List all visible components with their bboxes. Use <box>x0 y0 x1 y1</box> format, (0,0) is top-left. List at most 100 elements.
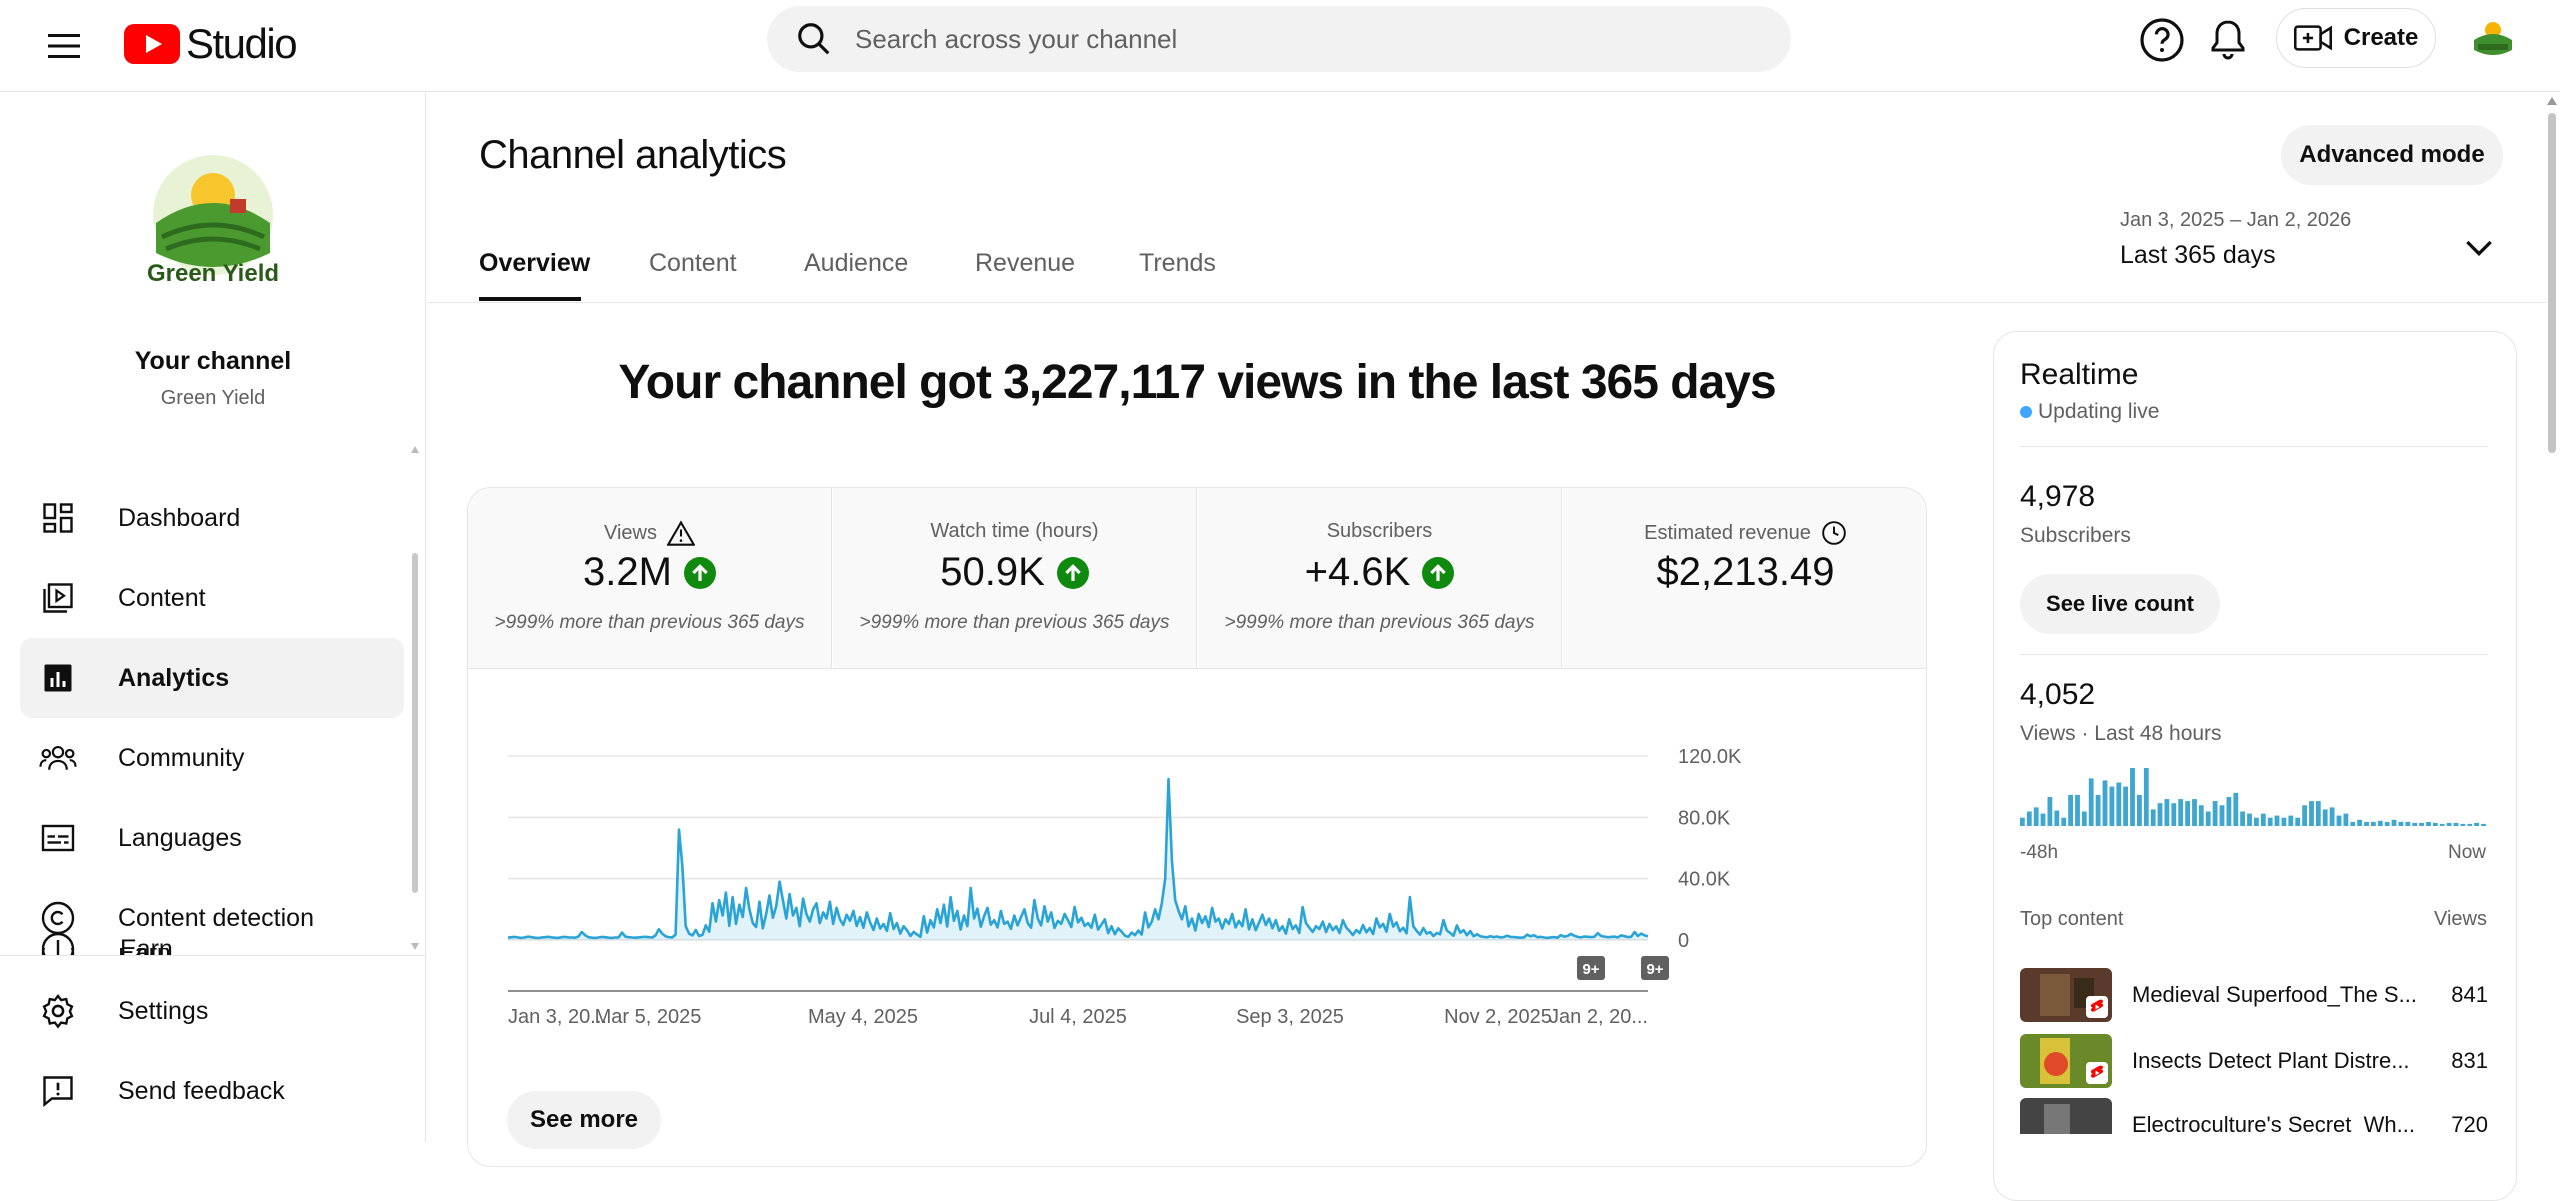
help-icon[interactable] <box>2138 16 2186 64</box>
realtime-bar[interactable] <box>2081 811 2087 827</box>
realtime-bar[interactable] <box>2274 815 2280 826</box>
realtime-bar[interactable] <box>2288 815 2294 826</box>
realtime-bar[interactable] <box>2205 811 2211 827</box>
realtime-bar[interactable] <box>2123 786 2128 826</box>
realtime-bar[interactable] <box>2412 822 2418 826</box>
metric-watch-time[interactable]: Watch time (hours) 50.9K >999% more than… <box>833 488 1197 668</box>
realtime-bar[interactable] <box>2315 801 2321 826</box>
realtime-bar[interactable] <box>2198 805 2204 826</box>
realtime-bar[interactable] <box>2254 817 2259 826</box>
top-content-item[interactable]: Electroculture's Secret_Wh... 720 <box>2020 1098 2488 1134</box>
views-chart[interactable]: 0 40.0K 80.0K 120.0K Jan 3, 20...Mar 5, 2025… <box>468 488 1927 1167</box>
realtime-bar[interactable] <box>2088 778 2094 826</box>
realtime-bar[interactable] <box>2467 823 2473 826</box>
annotation-badge[interactable]: 9+ <box>1577 956 1605 980</box>
realtime-bar[interactable] <box>2054 810 2060 827</box>
realtime-bar[interactable] <box>2391 819 2397 826</box>
realtime-bar[interactable] <box>2233 792 2239 826</box>
realtime-bar[interactable] <box>2357 819 2362 826</box>
realtime-bar[interactable] <box>2309 801 2314 826</box>
clock-icon[interactable] <box>1821 520 1847 546</box>
realtime-bar[interactable] <box>2068 794 2073 826</box>
realtime-bar[interactable] <box>2109 786 2115 826</box>
realtime-bar[interactable] <box>2453 822 2459 826</box>
realtime-bar[interactable] <box>2481 823 2486 826</box>
metric-views[interactable]: Views 3.2M >999% more than previous 365 … <box>468 488 832 668</box>
annotation-badge[interactable]: 9+ <box>1641 956 1669 980</box>
realtime-bar[interactable] <box>2212 801 2218 826</box>
sidebar-item-content-detection[interactable]: Content detection <box>20 878 404 958</box>
realtime-bar[interactable] <box>2192 799 2197 826</box>
create-button[interactable]: Create <box>2276 8 2436 68</box>
realtime-bar[interactable] <box>2020 817 2025 826</box>
realtime-bar[interactable] <box>2336 815 2342 826</box>
realtime-bar[interactable] <box>2322 809 2328 826</box>
realtime-bar-chart[interactable] <box>2020 762 2488 826</box>
realtime-bar[interactable] <box>2226 797 2232 826</box>
sidebar-item-dashboard[interactable]: Dashboard <box>20 478 404 558</box>
realtime-bar[interactable] <box>2343 813 2349 826</box>
realtime-bar[interactable] <box>2150 809 2156 826</box>
search-icon[interactable] <box>795 20 833 58</box>
studio-logo[interactable]: Studio <box>124 14 298 74</box>
sidebar-item-languages[interactable]: Languages <box>20 798 404 878</box>
realtime-bar[interactable] <box>2247 813 2252 826</box>
realtime-bar[interactable] <box>2033 807 2039 826</box>
realtime-bar[interactable] <box>2302 805 2307 826</box>
date-range-label[interactable]: Last 365 days <box>2120 241 2276 269</box>
realtime-bar[interactable] <box>2377 820 2383 826</box>
date-range[interactable]: Jan 3, 2025 – Jan 2, 2026 <box>2120 209 2352 231</box>
realtime-bar[interactable] <box>2260 813 2266 826</box>
realtime-bar[interactable] <box>2137 794 2142 826</box>
realtime-bar[interactable] <box>2095 794 2101 826</box>
tab-trends[interactable]: Trends <box>1139 249 1216 277</box>
realtime-bar[interactable] <box>2474 822 2479 826</box>
realtime-bar[interactable] <box>2364 821 2369 826</box>
sidebar-scrollbar[interactable] <box>410 443 420 1043</box>
realtime-bar[interactable] <box>2164 799 2170 826</box>
realtime-bar[interactable] <box>2061 817 2067 826</box>
realtime-bar[interactable] <box>2040 813 2046 826</box>
realtime-bar[interactable] <box>2130 768 2135 826</box>
metric-revenue[interactable]: Estimated revenue $2,213.49 <box>1563 488 1926 668</box>
realtime-bar[interactable] <box>2171 803 2177 826</box>
realtime-bar[interactable] <box>2371 821 2376 826</box>
menu-icon[interactable] <box>36 18 92 74</box>
notifications-icon[interactable] <box>2204 16 2252 64</box>
warning-icon[interactable] <box>667 520 695 546</box>
realtime-bar[interactable] <box>2439 823 2445 826</box>
tab-overview[interactable]: Overview <box>479 249 591 277</box>
realtime-bar[interactable] <box>2384 821 2390 826</box>
realtime-bar[interactable] <box>2240 811 2245 827</box>
realtime-bar[interactable] <box>2295 817 2301 826</box>
realtime-bar[interactable] <box>2426 821 2431 826</box>
realtime-bar[interactable] <box>2185 801 2190 826</box>
sidebar-item-settings[interactable]: Settings <box>20 971 404 1051</box>
realtime-bar[interactable] <box>2143 768 2149 826</box>
tab-revenue[interactable]: Revenue <box>975 249 1076 277</box>
realtime-bar[interactable] <box>2405 821 2411 826</box>
realtime-bar[interactable] <box>2281 817 2287 826</box>
sidebar-item-feedback[interactable]: Send feedback <box>20 1051 404 1131</box>
realtime-bar[interactable] <box>2398 821 2404 826</box>
see-live-count-button[interactable]: See live count <box>2020 574 2220 634</box>
account-avatar[interactable] <box>2470 14 2516 60</box>
tab-content[interactable]: Content <box>649 249 737 277</box>
realtime-bar[interactable] <box>2460 823 2466 826</box>
sidebar-item-community[interactable]: Community <box>20 718 404 798</box>
tab-audience[interactable]: Audience <box>804 249 909 277</box>
top-content-item[interactable]: Insects Detect Plant Distre... 831 <box>2020 1034 2488 1088</box>
realtime-bar[interactable] <box>2116 782 2122 827</box>
advanced-mode-button[interactable]: Advanced mode <box>2281 125 2503 185</box>
sidebar-item-content[interactable]: Content <box>20 558 404 638</box>
chevron-down-icon[interactable] <box>2459 227 2499 267</box>
top-content-item[interactable]: Medieval Superfood_The S... 841 <box>2020 968 2488 1022</box>
series-line[interactable] <box>507 777 1649 940</box>
realtime-bar[interactable] <box>2026 811 2032 827</box>
search-input[interactable] <box>855 23 1715 55</box>
realtime-bar[interactable] <box>2075 794 2080 826</box>
search-bar[interactable] <box>767 6 1791 72</box>
realtime-bar[interactable] <box>2446 822 2452 826</box>
metric-subscribers[interactable]: Subscribers +4.6K >999% more than previo… <box>1198 488 1562 668</box>
realtime-bar[interactable] <box>2157 803 2163 826</box>
